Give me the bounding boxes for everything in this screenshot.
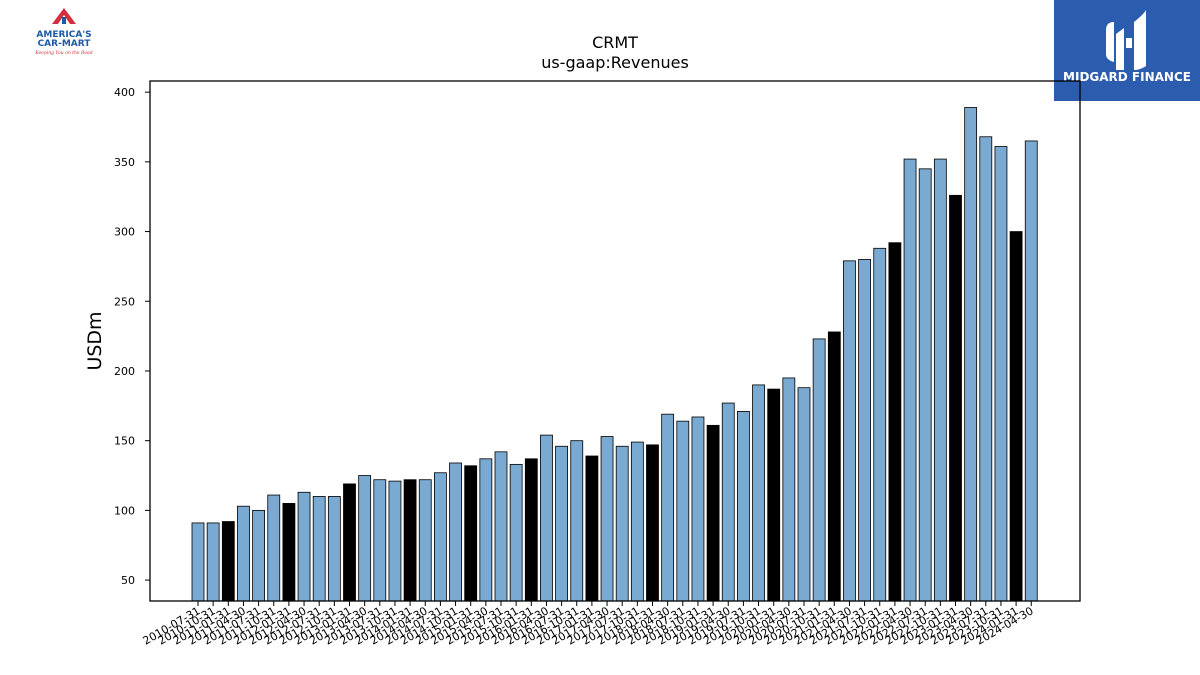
- bar-2021-10-31: [873, 247, 887, 602]
- y-axis: 50 100 150 200 250 300 350 400: [114, 86, 150, 587]
- bar-2019-10-31: [752, 384, 765, 602]
- x-axis: 2010-07-312010-10-312011-01-312011-04-30…: [141, 601, 1036, 648]
- chart-subtitle: us-gaap:Revenues: [541, 53, 689, 72]
- bar-2023-07-31: [979, 136, 993, 602]
- bars-group: [191, 107, 1038, 602]
- bar-2018-10-31: [691, 416, 705, 602]
- y-tick-label: 250: [114, 295, 135, 308]
- bar-2018-04-30: [661, 413, 675, 602]
- bar-2017-01-31: [585, 455, 599, 602]
- bar-2012-04-30: [297, 491, 311, 602]
- bar-2014-10-31: [449, 462, 462, 602]
- bar-2022-01-31: [888, 242, 902, 602]
- y-tick-label: 350: [114, 156, 135, 169]
- y-tick-label: 150: [114, 435, 135, 448]
- y-tick-label: 100: [114, 504, 135, 517]
- bar-2021-07-31: [858, 259, 871, 602]
- bar-2014-07-31: [433, 472, 447, 602]
- bar-2010-10-31: [206, 522, 220, 602]
- bar-2016-10-31: [570, 440, 584, 602]
- bar-2014-01-31: [403, 479, 417, 602]
- bar-2013-07-31: [373, 479, 387, 602]
- bar-2022-07-31: [918, 168, 932, 602]
- bar-2013-04-30: [358, 475, 372, 602]
- chart-title: CRMT: [592, 33, 638, 52]
- bar-2024-04-30: [1024, 140, 1038, 602]
- y-axis-label: USDm: [84, 311, 106, 370]
- bar-2018-07-31: [676, 420, 690, 602]
- bar-2020-04-30: [782, 377, 796, 602]
- bar-2022-10-31: [933, 158, 947, 602]
- americas-car-mart-logo: AMERICA'S CAR-MART Keeping You on the Ro…: [22, 6, 106, 58]
- bar-2011-07-31: [252, 509, 266, 602]
- bar-2023-10-31: [994, 146, 1008, 602]
- bar-2017-10-31: [630, 441, 644, 602]
- bar-2016-04-30: [540, 434, 553, 602]
- bar-2019-07-31: [737, 411, 750, 602]
- plot-frame: [149, 80, 1081, 602]
- bar-2017-07-31: [615, 445, 629, 602]
- bar-2010-07-31: [191, 522, 205, 602]
- midgard-logo-text: MIDGARD FINANCE: [1063, 70, 1191, 84]
- bar-2023-01-31: [949, 194, 962, 602]
- bar-2015-01-31: [464, 465, 478, 602]
- y-tick-label: 400: [114, 86, 135, 99]
- bar-2015-04-30: [479, 458, 493, 602]
- bar-2020-10-31: [812, 338, 826, 602]
- bar-2011-01-31: [221, 521, 235, 602]
- bar-2019-04-30: [721, 402, 735, 602]
- bar-2020-01-31: [767, 388, 781, 602]
- bar-2014-04-30: [418, 479, 432, 602]
- bar-2012-10-31: [327, 496, 341, 602]
- bar-2019-01-31: [706, 424, 720, 602]
- bar-2012-01-31: [282, 503, 296, 602]
- bar-2022-04-30: [903, 158, 917, 602]
- bar-2021-04-30: [843, 260, 856, 602]
- bar-2013-01-31: [343, 483, 356, 602]
- logo-line1: AMERICA'S: [36, 30, 91, 40]
- bar-2016-07-31: [555, 445, 568, 602]
- bar-2011-04-30: [237, 505, 250, 602]
- midgard-finance-logo: MIDGARD FINANCE: [1054, 0, 1200, 101]
- bar-2011-10-31: [267, 494, 281, 602]
- bar-2015-07-31: [494, 451, 508, 602]
- bar-2017-04-30: [600, 436, 614, 602]
- logo-line2: CAR-MART: [38, 39, 92, 49]
- bar-2012-07-31: [312, 496, 326, 602]
- y-tick-label: 300: [114, 226, 135, 239]
- bar-2021-01-31: [827, 331, 841, 602]
- bar-2024-01-31: [1009, 231, 1023, 602]
- bar-2016-01-31: [524, 458, 538, 602]
- bar-2015-10-31: [509, 463, 523, 602]
- bar-2020-07-31: [797, 387, 811, 602]
- bar-2023-04-30: [964, 107, 978, 602]
- y-tick-label: 200: [114, 365, 135, 378]
- logo-tagline: Keeping You on the Road: [34, 50, 92, 56]
- bar-2013-10-31: [388, 480, 402, 602]
- bar-2018-01-31: [646, 444, 659, 602]
- y-tick-label: 50: [121, 574, 135, 587]
